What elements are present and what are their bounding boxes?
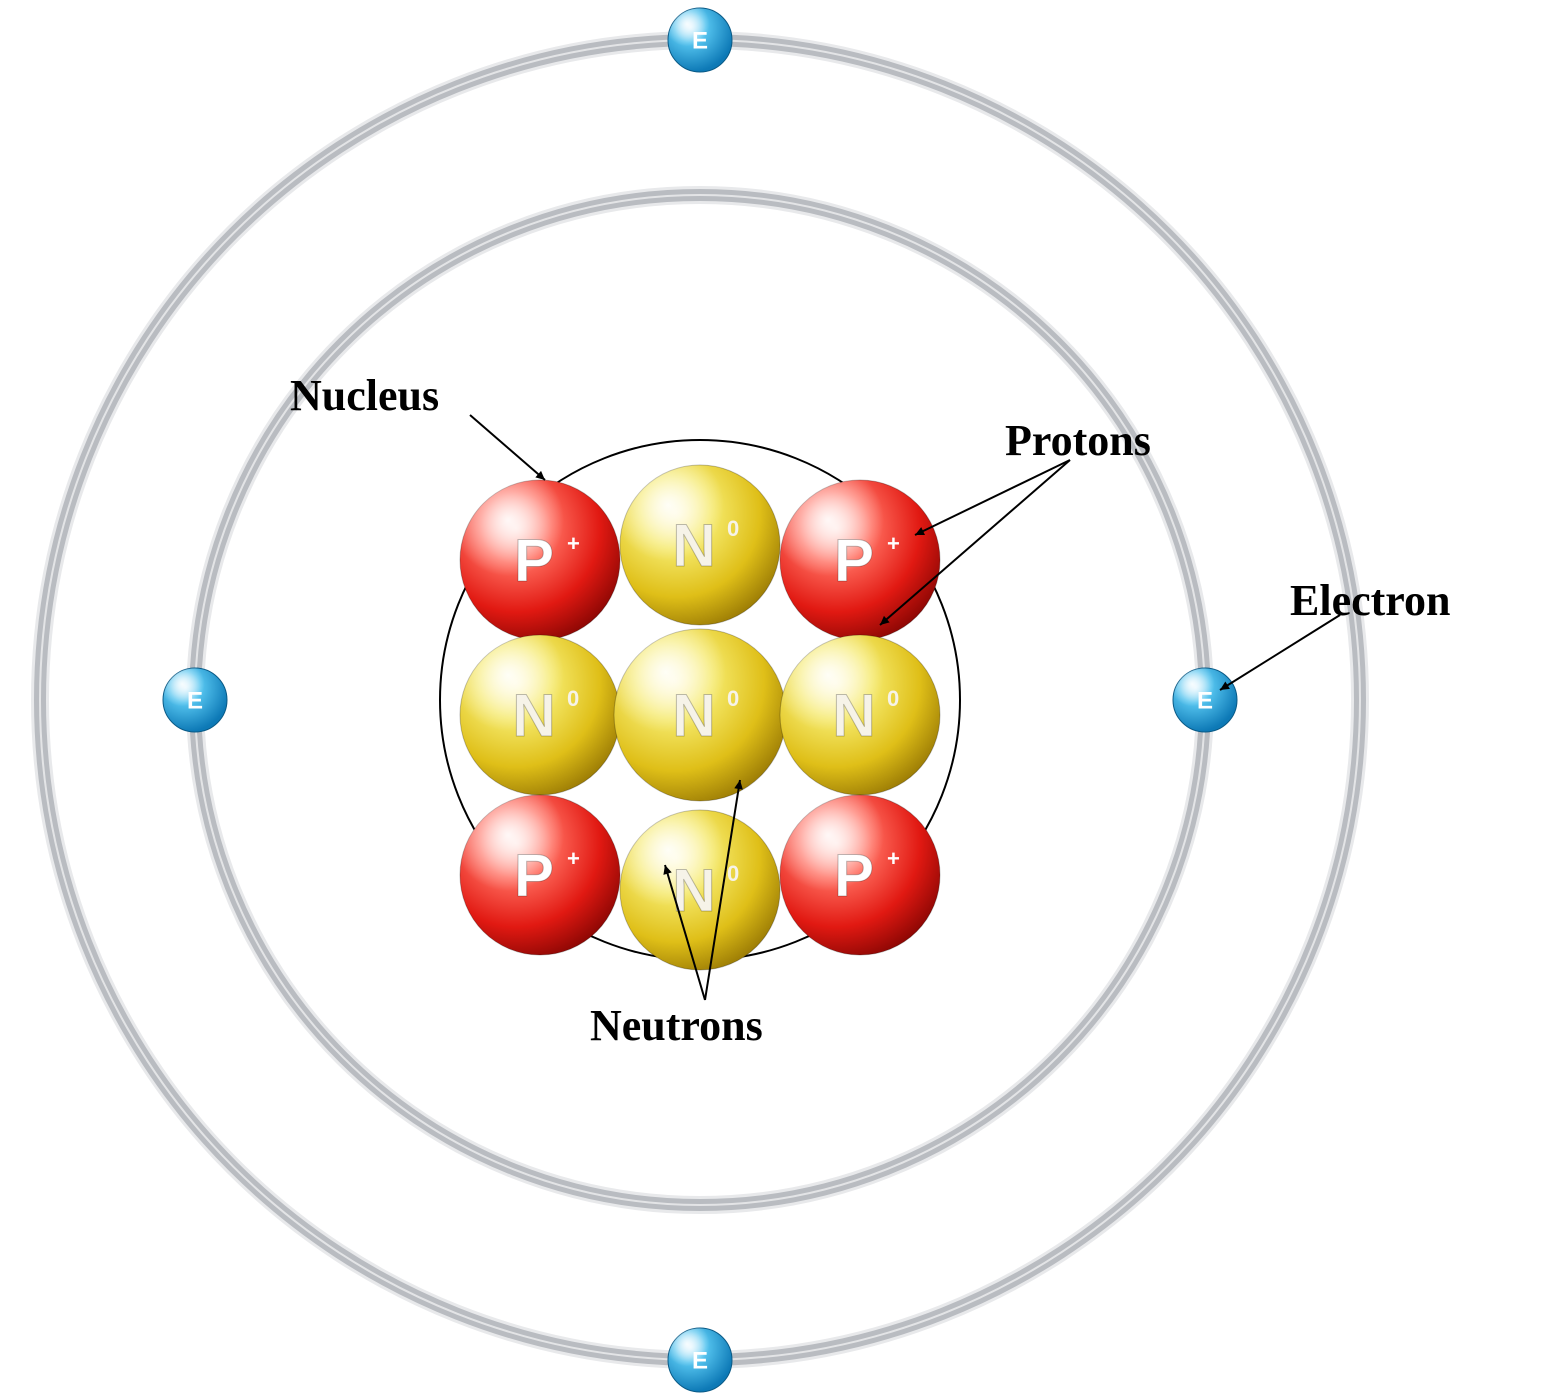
neutron-5: N0: [780, 635, 940, 795]
label-nucleus: Nucleus: [290, 370, 439, 421]
proton-2: P+: [780, 480, 940, 640]
label-protons: Protons: [1005, 415, 1151, 466]
callout-1: [915, 460, 1070, 535]
svg-text:P: P: [834, 842, 874, 909]
label-electron: Electron: [1290, 575, 1451, 626]
neutron-3: N0: [460, 635, 620, 795]
svg-text:P: P: [514, 527, 554, 594]
atom-diagram: P+N0P+N0N0N0P+N0P+EEEE Nucleus Protons N…: [0, 0, 1559, 1400]
svg-text:0: 0: [567, 686, 579, 711]
svg-text:N: N: [512, 682, 555, 749]
callout-0: [470, 415, 545, 480]
svg-text:E: E: [187, 687, 203, 714]
svg-text:P: P: [834, 527, 874, 594]
callout-5: [1220, 615, 1340, 690]
svg-text:P: P: [514, 842, 554, 909]
electron-0: E: [668, 8, 732, 72]
electron-3: E: [668, 1328, 732, 1392]
svg-text:N: N: [672, 682, 715, 749]
neutron-7: N0: [620, 810, 780, 970]
svg-text:0: 0: [727, 686, 739, 711]
svg-text:N: N: [832, 682, 875, 749]
svg-text:+: +: [887, 531, 900, 556]
svg-text:+: +: [887, 846, 900, 871]
atom-svg: P+N0P+N0N0N0P+N0P+EEEE: [0, 0, 1559, 1400]
neutron-4: N0: [614, 629, 786, 801]
svg-text:0: 0: [887, 686, 899, 711]
neutron-1: N0: [620, 465, 780, 625]
electron-1: E: [163, 668, 227, 732]
electron-2: E: [1173, 668, 1237, 732]
svg-text:0: 0: [727, 516, 739, 541]
proton-6: P+: [460, 795, 620, 955]
svg-text:E: E: [1197, 687, 1213, 714]
svg-text:E: E: [692, 1347, 708, 1374]
proton-8: P+: [780, 795, 940, 955]
svg-text:E: E: [692, 27, 708, 54]
svg-text:0: 0: [727, 861, 739, 886]
svg-text:N: N: [672, 512, 715, 579]
label-neutrons: Neutrons: [590, 1000, 763, 1051]
svg-text:+: +: [567, 531, 580, 556]
svg-text:+: +: [567, 846, 580, 871]
proton-0: P+: [460, 480, 620, 640]
